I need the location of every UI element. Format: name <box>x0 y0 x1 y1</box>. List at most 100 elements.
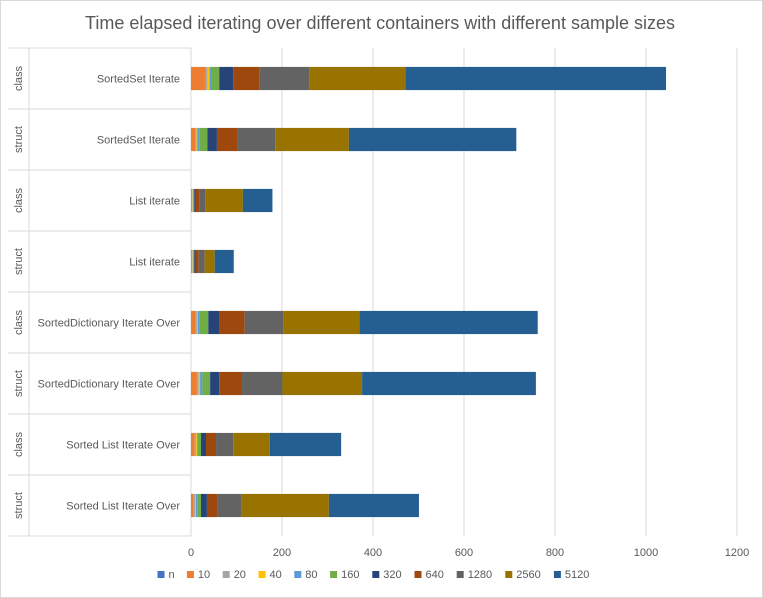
legend-swatch <box>157 571 165 578</box>
bar-segment-320 <box>194 188 196 213</box>
legend-swatch <box>222 571 230 578</box>
bar-segment-10 <box>191 493 194 518</box>
bar-segment-2560 <box>233 432 270 457</box>
bar-segment-320 <box>201 493 207 518</box>
bar-segment-320 <box>201 432 207 457</box>
bar-segment-1280 <box>259 66 310 91</box>
bar-segment-160 <box>211 66 220 91</box>
legend-swatch <box>456 571 464 578</box>
bar-segment-40 <box>198 371 201 396</box>
value-axis: 0 200 400 600 800 1000 1200 <box>188 547 749 559</box>
bar-segment-10 <box>191 66 206 91</box>
category-label: List iterate <box>129 257 180 269</box>
bar-segment-80 <box>196 432 198 457</box>
bar-segment-5120 <box>269 432 342 457</box>
bar-segment-320 <box>194 249 196 274</box>
bar-segment-10 <box>191 127 196 152</box>
bar-segment-40 <box>196 310 198 335</box>
bar-segment-40 <box>195 493 197 518</box>
category-label: List iterate <box>129 196 180 208</box>
bar-segment-80 <box>209 66 212 91</box>
category-label: SortedSet Iterate <box>97 74 180 86</box>
category-axis: class SortedSet Iterate struct SortedSet It… <box>8 47 192 537</box>
bar-segment-20 <box>196 371 199 396</box>
category-label: SortedSet Iterate <box>97 135 180 147</box>
bar-segment-40 <box>196 432 197 457</box>
bar-segment-1280 <box>244 310 284 335</box>
bar-segment-2560 <box>282 371 363 396</box>
group-label: struct <box>13 248 25 275</box>
x-tick-label: 1200 <box>725 547 749 559</box>
legend-label: 2560 <box>516 569 540 581</box>
bars <box>191 66 667 518</box>
x-tick-label: 1000 <box>634 547 658 559</box>
bar-segment-20 <box>195 127 197 152</box>
gridlines <box>281 48 738 536</box>
bar-segment-640 <box>195 188 200 213</box>
bar-segment-1280 <box>237 127 276 152</box>
bar-segment-5120 <box>348 127 517 152</box>
bar-segment-640 <box>195 249 199 274</box>
category-label: SortedDictionary Iterate Over <box>38 379 181 391</box>
bar-segment-5120 <box>362 371 536 396</box>
category-label: Sorted List Iterate Over <box>66 440 180 452</box>
bar-segment-80 <box>197 127 200 152</box>
legend-label: 80 <box>305 569 317 581</box>
bar-segment-320 <box>219 66 234 91</box>
bar-segment-5120 <box>359 310 538 335</box>
group-label: class <box>13 431 25 457</box>
legend-swatch <box>258 571 266 578</box>
bar-segment-20 <box>193 493 196 518</box>
x-tick-label: 800 <box>546 547 564 559</box>
legend-swatch <box>553 571 561 578</box>
bar-segment-160 <box>199 127 208 152</box>
bar-segment-20 <box>195 310 197 335</box>
legend-swatch <box>372 571 380 578</box>
legend-label: 20 <box>234 569 246 581</box>
group-label: class <box>13 309 25 335</box>
bar-segment-10 <box>191 432 195 457</box>
bar-segment-80 <box>200 371 203 396</box>
bar-segment-5120 <box>405 66 667 91</box>
bar-segment-160 <box>197 432 202 457</box>
x-tick-label: 200 <box>273 547 291 559</box>
x-tick-label: 400 <box>364 547 382 559</box>
bar-segment-2560 <box>283 310 360 335</box>
bar-segment-1280 <box>217 493 242 518</box>
bar-segment-10 <box>191 310 196 335</box>
bar-segment-10 <box>191 188 192 213</box>
legend-swatch <box>294 571 302 578</box>
bar-segment-1280 <box>216 432 234 457</box>
legend-label: 640 <box>426 569 444 581</box>
bar-segment-20 <box>205 66 208 91</box>
x-tick-label: 0 <box>188 547 194 559</box>
bar-segment-80 <box>196 493 198 518</box>
legend-swatch <box>505 571 513 578</box>
bar-segment-640 <box>219 310 245 335</box>
group-label: struct <box>13 126 25 153</box>
bar-segment-160 <box>199 310 209 335</box>
bar-segment-10 <box>191 249 192 274</box>
bar-segment-40 <box>196 127 198 152</box>
bar-segment-1280 <box>199 188 206 213</box>
legend: n 10 20 40 80 160 320 640 1280 2560 5120 <box>157 569 589 581</box>
bar-segment-40 <box>207 66 210 91</box>
bar-segment-320 <box>208 310 220 335</box>
bar-segment-5120 <box>214 249 234 274</box>
bar-segment-160 <box>202 371 211 396</box>
bar-segment-640 <box>206 432 217 457</box>
bar-segment-10 <box>191 371 197 396</box>
bar-segment-640 <box>219 371 242 396</box>
bar-segment-2560 <box>241 493 329 518</box>
legend-label: 1280 <box>468 569 492 581</box>
legend-label: 320 <box>383 569 401 581</box>
bar-segment-1280 <box>198 249 205 274</box>
category-label: SortedDictionary Iterate Over <box>38 318 181 330</box>
bar-segment-160 <box>193 188 195 213</box>
bar-segment-160 <box>197 493 202 518</box>
bar-segment-5120 <box>328 493 419 518</box>
bar-segment-20 <box>194 432 197 457</box>
bar-segment-320 <box>207 127 217 152</box>
legend-label: n <box>169 569 175 581</box>
